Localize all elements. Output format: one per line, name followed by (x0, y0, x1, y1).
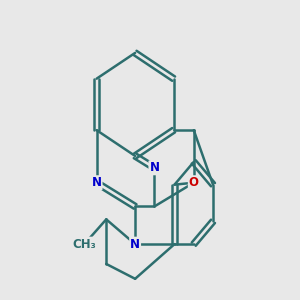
Text: N: N (92, 176, 102, 189)
Text: CH₃: CH₃ (73, 238, 96, 250)
Text: O: O (189, 176, 199, 189)
Text: N: N (130, 238, 140, 250)
Text: N: N (149, 161, 159, 174)
